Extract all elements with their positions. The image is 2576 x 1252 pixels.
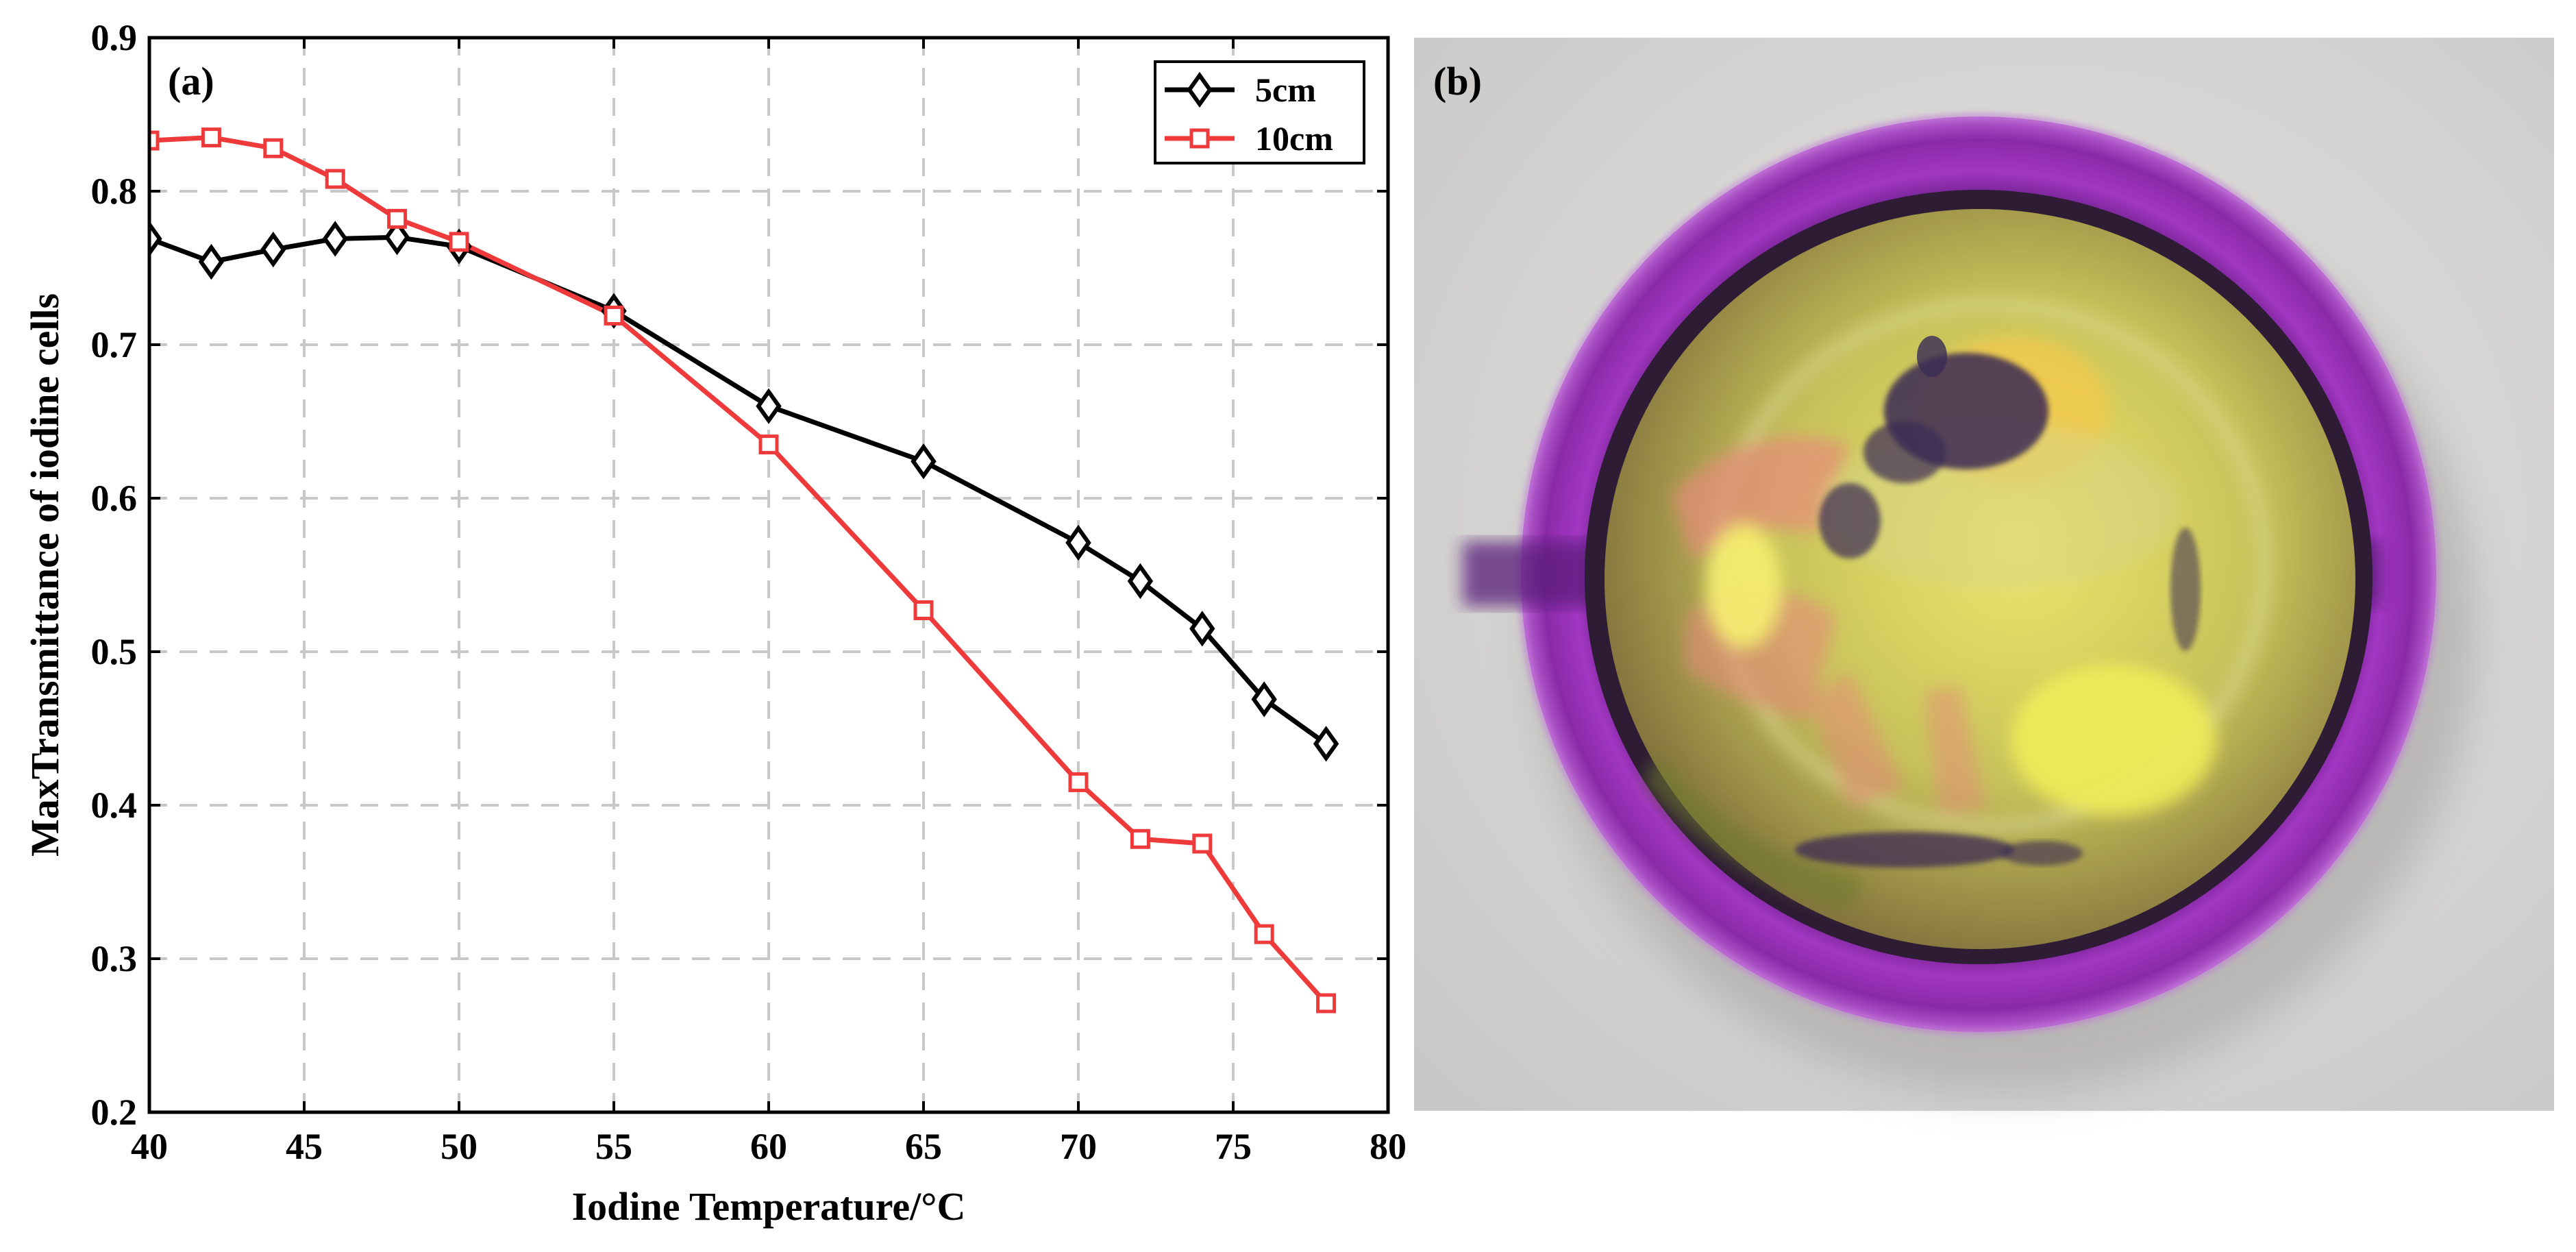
- data-point-10cm: [449, 232, 469, 252]
- data-point-10cm: [201, 127, 221, 148]
- iodine-cell-photo: (b): [1414, 38, 2554, 1111]
- x-tick-label: 65: [905, 1126, 942, 1167]
- y-tick-label: 0.6: [91, 478, 138, 519]
- data-point-5cm: [149, 221, 162, 257]
- axis-ticks: 40 45 50 55 60 65 70 75 80 0.2 0.3 0.4 0.5 0.6 0.7 0.8 0…: [91, 17, 1407, 1167]
- y-tick-label: 0.9: [91, 17, 138, 58]
- data-point-5cm: [1127, 563, 1154, 600]
- y-axis-title: MaxTransmittance of iodine cells: [23, 293, 67, 857]
- x-tick-label: 55: [595, 1126, 632, 1167]
- x-tick-label: 40: [131, 1126, 168, 1167]
- legend-marker: [1187, 71, 1213, 108]
- legend-label-5cm: 5cm: [1255, 71, 1316, 109]
- x-tick-label: 80: [1370, 1126, 1407, 1167]
- data-point-5cm: [1251, 681, 1277, 717]
- iodine-crystals: [1795, 336, 2201, 868]
- data-point-10cm: [1130, 828, 1150, 849]
- data-point-5cm: [198, 243, 225, 280]
- panel-label-b: (b): [1433, 59, 1482, 103]
- x-tick-label: 70: [1060, 1126, 1097, 1167]
- series-layer: [149, 127, 1339, 1014]
- data-point-5cm: [756, 388, 782, 424]
- y-tick-label: 0.7: [91, 324, 138, 365]
- data-point-5cm: [1189, 611, 1215, 647]
- data-point-10cm: [325, 169, 345, 189]
- series-line-5cm: [149, 234, 1328, 746]
- x-tick-label: 60: [750, 1126, 787, 1167]
- y-tick-label: 0.8: [91, 171, 138, 212]
- x-tick-label: 50: [441, 1126, 478, 1167]
- legend-marker-5cm: [1187, 71, 1213, 108]
- legend-marker-10cm: [1189, 128, 1210, 149]
- data-point-10cm: [263, 138, 284, 158]
- data-point-10cm: [913, 600, 934, 621]
- grid: [149, 38, 1388, 1112]
- y-tick-label: 0.4: [91, 785, 138, 826]
- data-point-5cm: [260, 231, 286, 268]
- y-tick-label: 0.5: [91, 631, 138, 672]
- x-tick-label: 75: [1215, 1126, 1252, 1167]
- data-point-10cm: [1068, 772, 1089, 792]
- x-axis-title: Iodine Temperature/°C: [572, 1184, 966, 1229]
- y-tick-label: 0.2: [91, 1092, 138, 1133]
- data-point-10cm: [1316, 993, 1337, 1014]
- data-point-10cm: [1254, 924, 1274, 944]
- data-point-5cm: [911, 443, 937, 480]
- panel-label-a: (a): [168, 59, 214, 103]
- legend: 5cm 10cm: [1154, 60, 1365, 164]
- legend-label-10cm: 10cm: [1255, 119, 1333, 158]
- series-line-10cm: [149, 135, 1328, 1005]
- data-point-10cm: [758, 434, 779, 455]
- data-point-5cm: [1065, 524, 1091, 561]
- data-point-5cm: [384, 219, 410, 256]
- data-point-5cm: [322, 221, 348, 257]
- legend-marker: [1189, 128, 1210, 149]
- y-tick-label: 0.3: [91, 938, 138, 979]
- x-tick-label: 45: [286, 1126, 323, 1167]
- data-point-10cm: [604, 305, 624, 326]
- data-point-5cm: [1313, 726, 1339, 762]
- data-point-10cm: [1192, 833, 1213, 854]
- data-point-10cm: [149, 130, 160, 151]
- data-point-10cm: [387, 208, 408, 229]
